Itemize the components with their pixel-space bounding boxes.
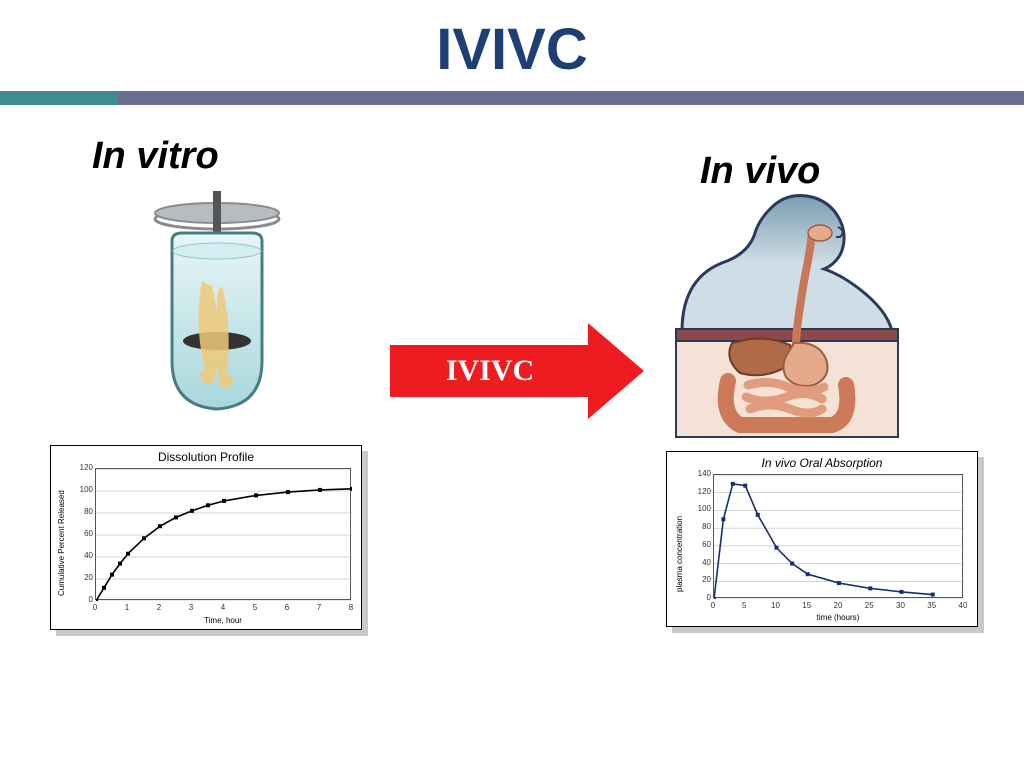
arrow-label: IVIVC	[446, 354, 534, 388]
chart-right-ylabel: plasma concentration	[675, 516, 684, 592]
content-area: In vitro In vivo IVIVC	[0, 105, 1024, 725]
oral-absorption-chart: In vivo Oral Absorption plasma concentra…	[666, 451, 978, 627]
chart-right-plot	[713, 474, 963, 598]
dissolution-profile-chart: Dissolution Profile Cumulative Percent R…	[50, 445, 362, 630]
accent-bar-left	[0, 91, 118, 105]
chart-left-ylabel: Cumulative Percent Released	[57, 490, 66, 596]
chart-left-xlabel: Time, hour	[95, 616, 351, 625]
chart-right-xlabel: time (hours)	[713, 613, 963, 622]
chart-left-plot	[95, 468, 351, 600]
ivivc-arrow: IVIVC	[390, 335, 650, 415]
label-in-vitro: In vitro	[92, 135, 219, 178]
accent-bar	[0, 91, 1024, 105]
arrow-head-icon	[588, 323, 644, 419]
arrow-shaft: IVIVC	[390, 345, 590, 397]
accent-bar-right	[118, 91, 1024, 105]
chart-left-title: Dissolution Profile	[51, 446, 361, 466]
dissolution-vessel-icon	[132, 191, 302, 421]
chart-right-title: In vivo Oral Absorption	[667, 452, 977, 472]
page-title: IVIVC	[0, 0, 1024, 91]
human-anatomy-icon	[662, 181, 912, 441]
